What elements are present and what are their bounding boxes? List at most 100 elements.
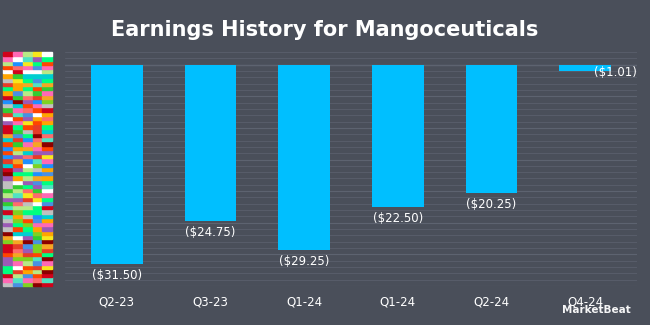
- Bar: [42, 52, 52, 56]
- Bar: [23, 197, 32, 201]
- Bar: [13, 150, 23, 154]
- Bar: [3, 133, 13, 137]
- Bar: [42, 111, 52, 116]
- Bar: [42, 248, 52, 252]
- Bar: [32, 269, 42, 273]
- Bar: [3, 162, 13, 167]
- Text: ($1.01): ($1.01): [594, 66, 636, 79]
- Bar: [13, 269, 23, 273]
- Bar: [13, 82, 23, 86]
- Bar: [13, 52, 23, 56]
- Bar: [32, 60, 42, 65]
- Bar: [42, 243, 52, 248]
- Bar: [3, 248, 13, 252]
- Bar: [32, 103, 42, 107]
- Bar: [23, 278, 32, 282]
- Bar: [3, 188, 13, 192]
- Bar: [42, 171, 52, 176]
- Bar: [42, 260, 52, 265]
- Bar: [42, 73, 52, 78]
- Bar: [23, 167, 32, 171]
- Bar: [42, 188, 52, 192]
- Bar: [13, 260, 23, 265]
- Bar: [13, 111, 23, 116]
- Bar: [3, 82, 13, 86]
- Bar: [278, 65, 330, 250]
- Bar: [3, 90, 13, 95]
- Bar: [3, 56, 13, 60]
- Bar: [32, 158, 42, 162]
- Bar: [23, 154, 32, 158]
- Bar: [23, 129, 32, 133]
- Bar: [3, 235, 13, 239]
- Bar: [3, 282, 13, 286]
- Bar: [13, 252, 23, 256]
- Bar: [42, 82, 52, 86]
- Text: ($20.25): ($20.25): [467, 198, 517, 211]
- Bar: [23, 201, 32, 205]
- Bar: [42, 273, 52, 278]
- Bar: [42, 158, 52, 162]
- Bar: [13, 60, 23, 65]
- Bar: [13, 192, 23, 197]
- Bar: [23, 82, 32, 86]
- Bar: [32, 256, 42, 260]
- Bar: [13, 273, 23, 278]
- Bar: [13, 265, 23, 269]
- Bar: [13, 124, 23, 129]
- Bar: [42, 65, 52, 69]
- Bar: [13, 86, 23, 90]
- Bar: [13, 95, 23, 99]
- Bar: [13, 158, 23, 162]
- Bar: [3, 197, 13, 201]
- Bar: [32, 218, 42, 222]
- Bar: [23, 124, 32, 129]
- Bar: [32, 69, 42, 73]
- Bar: [23, 103, 32, 107]
- Bar: [23, 269, 32, 273]
- Bar: [32, 65, 42, 69]
- Bar: [13, 146, 23, 150]
- Bar: [32, 52, 42, 56]
- Bar: [32, 56, 42, 60]
- Bar: [3, 146, 13, 150]
- Bar: [32, 282, 42, 286]
- Bar: [13, 184, 23, 188]
- Bar: [13, 137, 23, 141]
- Bar: [13, 222, 23, 227]
- Bar: [42, 282, 52, 286]
- Bar: [23, 60, 32, 65]
- Bar: [13, 197, 23, 201]
- Bar: [23, 69, 32, 73]
- Bar: [3, 184, 13, 188]
- Bar: [32, 278, 42, 282]
- Bar: [13, 69, 23, 73]
- Bar: [3, 243, 13, 248]
- Bar: [32, 252, 42, 256]
- Bar: [32, 162, 42, 167]
- Bar: [23, 231, 32, 235]
- Bar: [32, 188, 42, 192]
- Bar: [3, 137, 13, 141]
- Bar: [42, 269, 52, 273]
- Bar: [23, 158, 32, 162]
- Bar: [3, 269, 13, 273]
- Bar: [23, 137, 32, 141]
- Bar: [23, 141, 32, 146]
- Bar: [42, 214, 52, 218]
- Bar: [3, 103, 13, 107]
- Bar: [23, 273, 32, 278]
- Bar: [32, 231, 42, 235]
- Bar: [13, 129, 23, 133]
- Bar: [23, 171, 32, 176]
- Bar: [23, 99, 32, 103]
- Bar: [42, 120, 52, 124]
- Bar: [23, 78, 32, 82]
- Bar: [13, 214, 23, 218]
- Bar: [13, 120, 23, 124]
- Bar: [3, 116, 13, 120]
- Bar: [42, 176, 52, 180]
- Bar: [3, 205, 13, 209]
- Bar: [3, 78, 13, 82]
- Bar: [32, 78, 42, 82]
